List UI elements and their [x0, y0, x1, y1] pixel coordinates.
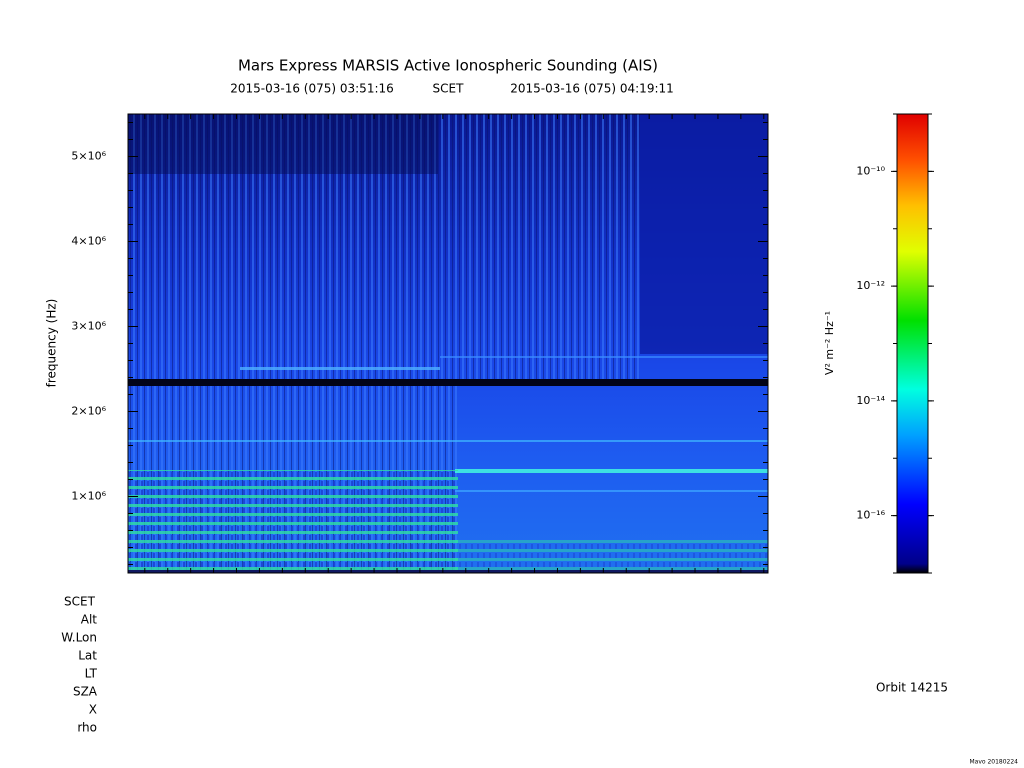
ephemeris-label: Alt	[81, 613, 98, 627]
subtitle-start: 2015-03-16 (075) 03:51:16	[230, 82, 394, 96]
ephemeris-time-label: SCET	[64, 595, 96, 609]
y-axis-label: frequency (Hz)	[45, 299, 59, 388]
colorbar-tick-label: 10⁻¹⁶	[856, 509, 885, 522]
colorbar-tick-label: 10⁻¹²	[856, 279, 885, 292]
ephemeris-label: W.Lon	[61, 631, 97, 645]
axes: 1×10⁶2×10⁶3×10⁶4×10⁶5×10⁶03:5504:0004:05…	[61, 113, 934, 735]
colorbar-tick-label: 10⁻¹⁴	[856, 394, 885, 407]
colorbar-label: V² m⁻² Hz⁻¹	[823, 311, 836, 375]
spectrogram-image	[128, 114, 768, 573]
colorbar-tick-label: 10⁻¹⁰	[856, 164, 885, 177]
colorbar	[896, 113, 929, 574]
ephemeris-label: X	[89, 703, 97, 717]
y-tick-label: 2×10⁶	[71, 405, 106, 418]
y-tick-label: 1×10⁶	[71, 490, 106, 503]
chart-title: Mars Express MARSIS Active Ionospheric S…	[238, 57, 658, 75]
ephemeris-label: LT	[85, 667, 98, 681]
subtitle-end: 2015-03-16 (075) 04:19:11	[510, 82, 674, 96]
y-tick-label: 3×10⁶	[71, 320, 106, 333]
ephemeris-label: Lat	[78, 649, 97, 663]
y-tick-label: 4×10⁶	[71, 235, 106, 248]
ephemeris-label: rho	[77, 721, 97, 735]
ephemeris-label: SZA	[73, 685, 98, 699]
subtitle-frame: SCET	[433, 82, 465, 96]
y-tick-label: 5×10⁶	[71, 150, 106, 163]
footer: Mavo 20180224	[969, 759, 1018, 766]
orbit-label: Orbit 14215	[876, 681, 948, 695]
